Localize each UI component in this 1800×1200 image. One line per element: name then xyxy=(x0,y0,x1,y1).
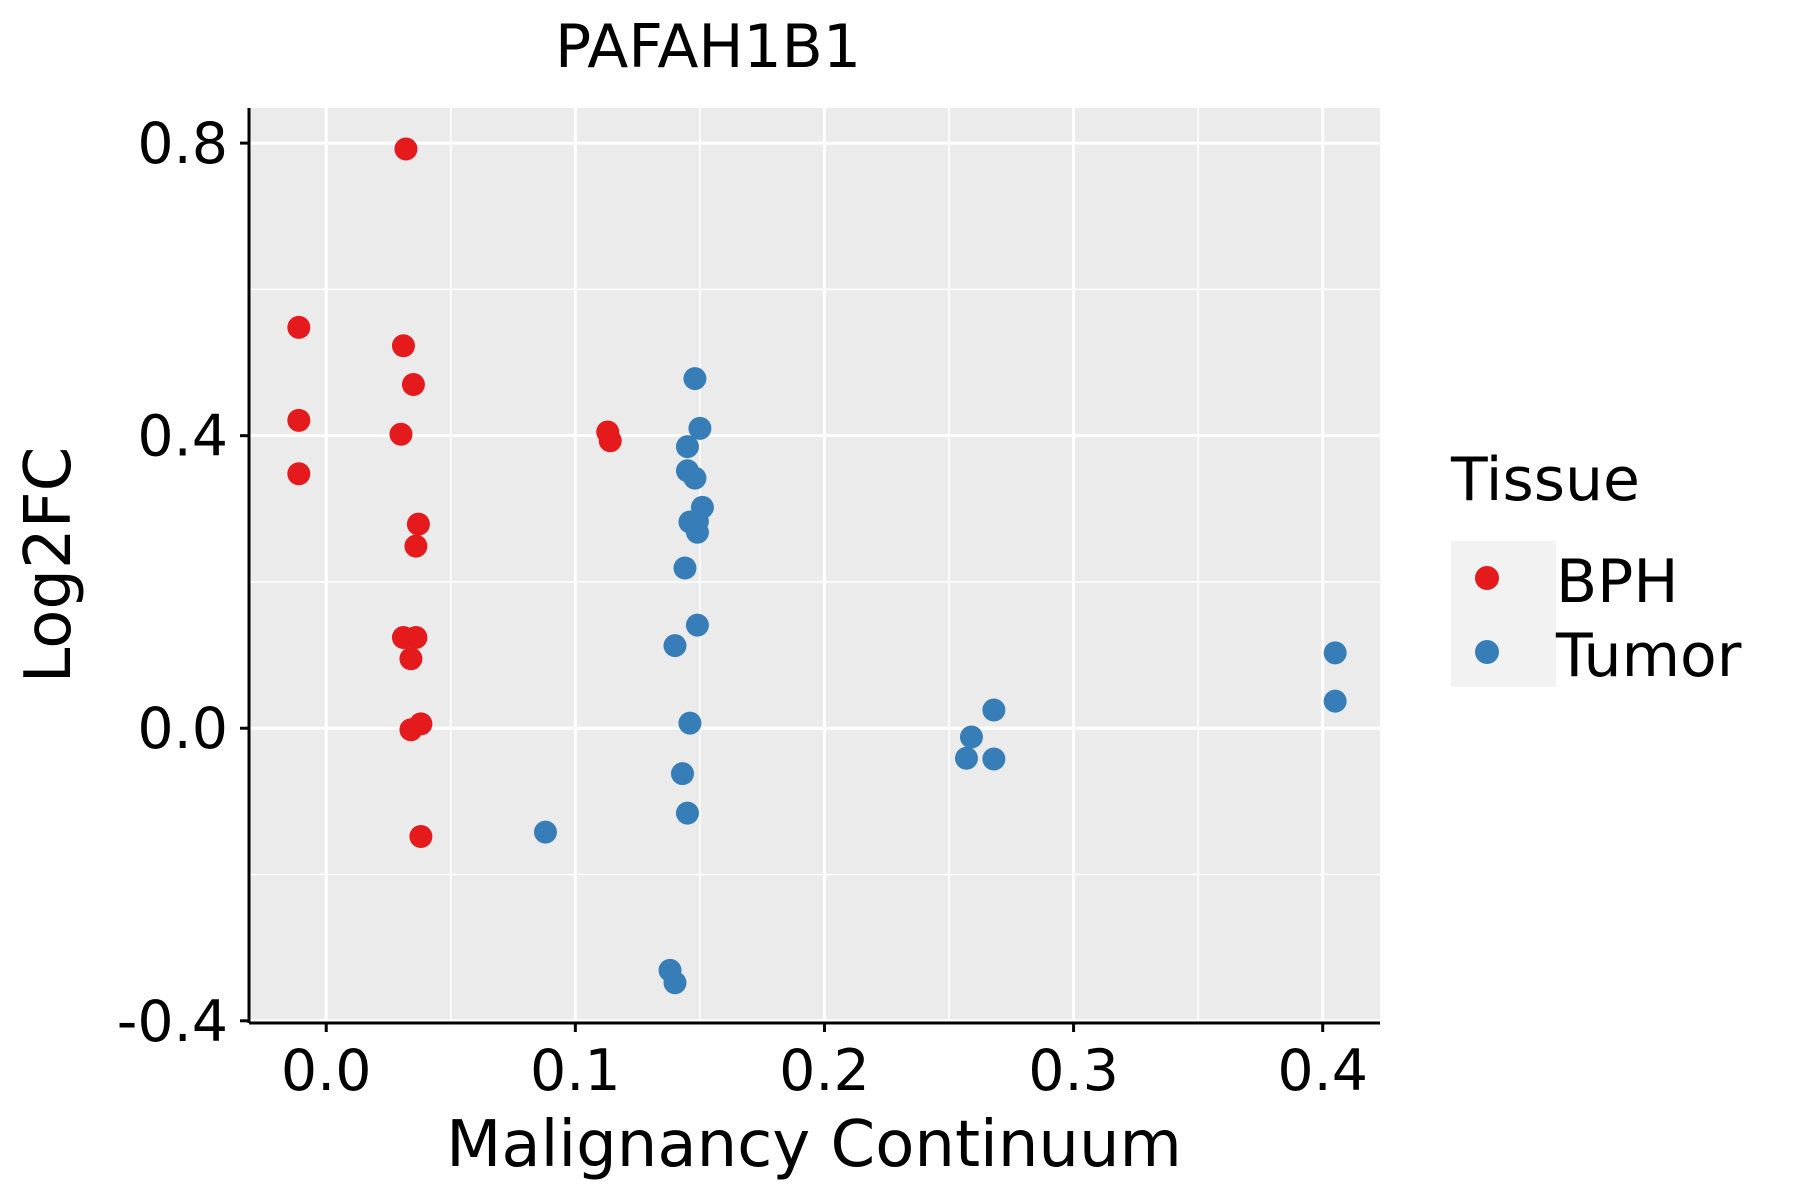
data-point-tumor xyxy=(675,801,699,825)
data-point-bph xyxy=(287,462,311,486)
data-point-bph xyxy=(287,315,311,339)
y-axis-title: Log2FC xyxy=(12,447,86,684)
data-point-bph xyxy=(389,422,413,446)
legend-title: Tissue xyxy=(1450,445,1640,515)
x-tick-label: 0.0 xyxy=(281,1038,372,1104)
y-tick-label: 0.4 xyxy=(137,404,228,470)
data-point-tumor xyxy=(685,613,709,637)
plot-panel xyxy=(249,108,1380,1023)
data-point-tumor xyxy=(982,698,1006,722)
data-point-tumor xyxy=(663,971,687,995)
data-point-tumor xyxy=(982,747,1006,771)
data-point-tumor xyxy=(959,725,983,749)
chart-title: PAFAH1B1 xyxy=(555,12,861,82)
major-gridlines xyxy=(249,108,1380,1023)
data-points xyxy=(287,137,1347,995)
data-point-bph xyxy=(391,334,415,358)
y-tick-label: -0.4 xyxy=(117,989,228,1055)
y-tick-label: 0.0 xyxy=(137,696,228,762)
legend-key-background xyxy=(1451,541,1556,687)
x-axis-title: Malignancy Continuum xyxy=(446,1108,1182,1182)
data-point-bph xyxy=(404,534,428,558)
data-point-tumor xyxy=(533,820,557,844)
x-tick-label: 0.2 xyxy=(779,1038,870,1104)
data-point-tumor xyxy=(663,634,687,658)
legend-marker-tumor xyxy=(1475,640,1499,664)
minor-gridlines xyxy=(249,108,1380,1023)
x-tick-label: 0.1 xyxy=(530,1038,621,1104)
x-axis-ticks: 0.0 0.1 0.2 0.3 0.4 xyxy=(281,1023,1368,1104)
data-point-bph xyxy=(404,626,428,650)
data-point-tumor xyxy=(685,520,709,544)
x-tick-label: 0.4 xyxy=(1277,1038,1368,1104)
legend-label-bph: BPH xyxy=(1556,547,1678,617)
legend-marker-bph xyxy=(1475,566,1499,590)
x-tick-label: 0.3 xyxy=(1028,1038,1119,1104)
data-point-tumor xyxy=(670,762,694,786)
data-point-tumor xyxy=(683,367,707,391)
data-point-bph xyxy=(406,512,430,536)
y-axis-ticks: -0.4 0.0 0.4 0.8 xyxy=(117,111,249,1055)
data-point-bph xyxy=(401,372,425,396)
y-tick-label: 0.8 xyxy=(137,111,228,177)
data-point-tumor xyxy=(683,466,707,490)
data-point-bph xyxy=(598,429,622,453)
data-point-bph xyxy=(394,137,418,161)
data-point-tumor xyxy=(678,711,702,735)
legend: Tissue BPH Tumor xyxy=(1450,445,1742,691)
data-point-tumor xyxy=(1323,689,1347,713)
data-point-tumor xyxy=(673,556,697,580)
legend-label-tumor: Tumor xyxy=(1555,621,1742,691)
data-point-tumor xyxy=(688,416,712,440)
data-point-tumor xyxy=(954,746,978,770)
data-point-tumor xyxy=(1323,641,1347,665)
data-point-tumor xyxy=(675,435,699,459)
data-point-bph xyxy=(399,647,423,671)
data-point-bph xyxy=(287,408,311,432)
data-point-bph xyxy=(409,824,433,848)
data-point-bph xyxy=(399,718,423,742)
